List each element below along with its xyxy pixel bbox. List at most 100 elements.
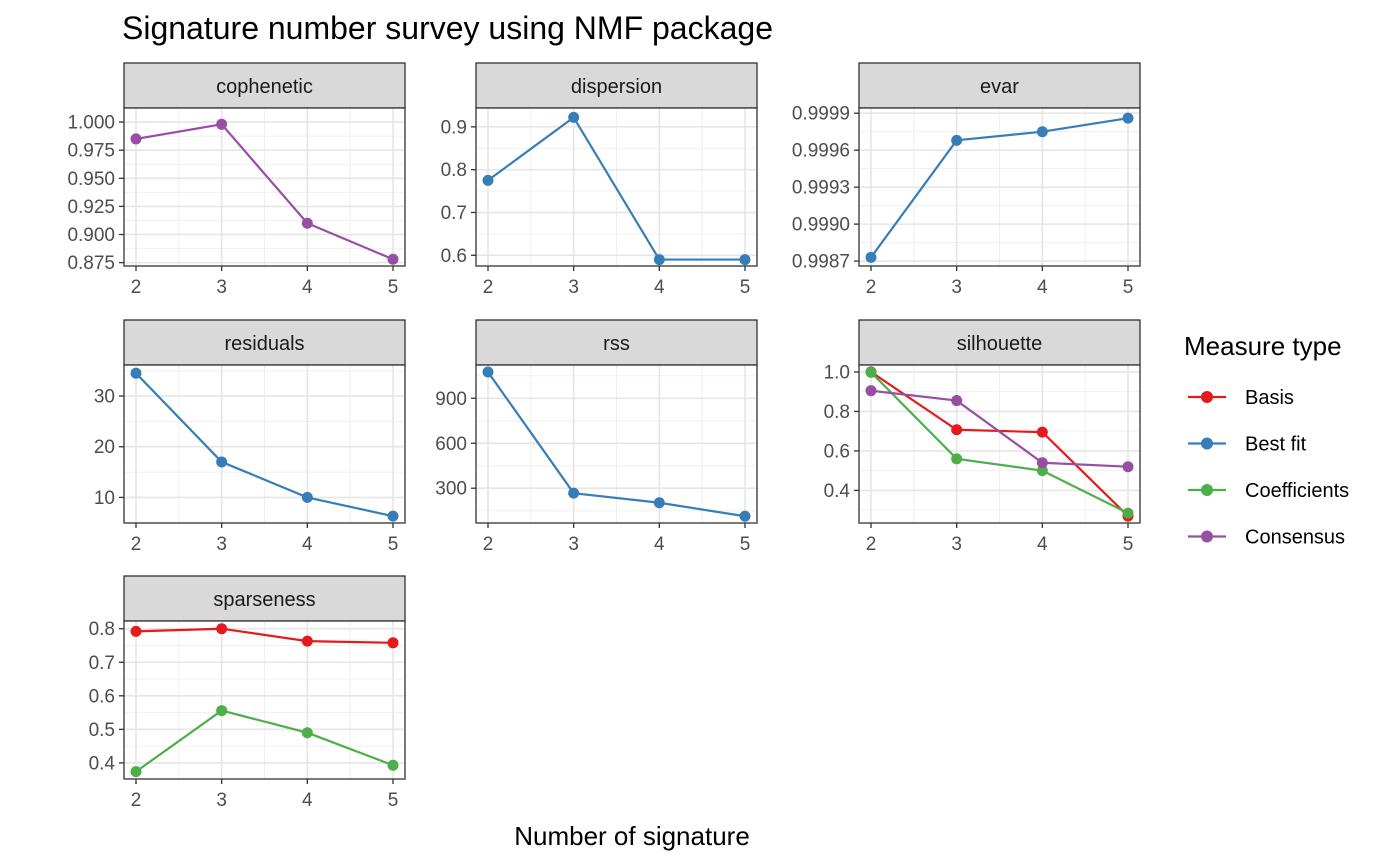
strip-background: [858, 319, 1141, 366]
series-line-best-fit: [870, 117, 1129, 259]
y-tick-label: 0.7: [441, 203, 467, 224]
data-point: [653, 254, 665, 266]
legend-key-point: [1201, 437, 1213, 450]
x-tick-label: 5: [1123, 277, 1134, 298]
data-point: [951, 453, 963, 465]
strip-background: [858, 62, 1141, 109]
legend-label: Coefficients: [1245, 480, 1349, 502]
y-tick-label: 0.7: [89, 653, 115, 674]
x-tick-label: 4: [302, 534, 313, 555]
data-point: [301, 491, 313, 503]
x-tick-label: 3: [216, 790, 227, 811]
panel-border: [475, 107, 758, 267]
x-tick-label: 5: [1123, 534, 1134, 555]
x-tick-label: 2: [131, 534, 142, 555]
data-point: [387, 759, 399, 771]
panel-evar: evar 0.9999 0.9996 0.9993 0.9990 0.9987 2 3 4 5: [792, 62, 1141, 298]
series-line-best-fit: [487, 371, 746, 518]
data-point: [653, 497, 665, 509]
x-tick-label: 3: [568, 534, 579, 555]
legend-items: Basis Best fit Coefficients Consensus: [1188, 387, 1349, 549]
panel-border: [858, 364, 1141, 524]
data-point: [216, 456, 228, 468]
panel-cophenetic: cophenetic 1.000 0.975 0.950 0.925 0.900 0.875…: [67, 62, 406, 298]
data-point: [1036, 126, 1048, 138]
x-tick-label: 2: [483, 534, 494, 555]
data-point: [1036, 465, 1048, 477]
x-tick-label: 3: [216, 277, 227, 298]
data-point: [482, 366, 494, 378]
data-point: [865, 366, 877, 378]
data-point: [951, 395, 963, 407]
y-tick-label: 0.9990: [792, 215, 850, 236]
panel-border: [123, 364, 406, 524]
strip-label: silhouette: [957, 333, 1043, 355]
y-tick-label: 0.9987: [792, 252, 850, 273]
y-tick-label: 0.4: [89, 753, 116, 774]
y-tick-label: 0.8: [824, 402, 850, 423]
x-tick-label: 3: [568, 277, 579, 298]
y-tick-label: 0.875: [67, 253, 115, 274]
x-tick-label: 2: [866, 277, 877, 298]
strip-label: residuals: [224, 333, 304, 355]
strip-label: sparseness: [213, 589, 315, 611]
data-point: [1122, 507, 1134, 519]
legend-key-point: [1201, 391, 1213, 403]
series-line-coefficients: [135, 709, 394, 773]
data-point: [951, 134, 963, 146]
y-tick-label: 1.000: [67, 113, 115, 134]
y-tick-label: 600: [435, 434, 467, 455]
legend-title: Measure type: [1184, 331, 1342, 361]
y-tick-label: 0.8: [441, 160, 467, 181]
strip-background: [123, 319, 406, 366]
data-point: [1036, 457, 1048, 469]
x-tick-label: 2: [131, 277, 142, 298]
x-tick-label: 4: [302, 277, 313, 298]
y-tick-label: 10: [94, 488, 115, 509]
data-point: [130, 367, 142, 379]
x-tick-label: 4: [1037, 277, 1048, 298]
y-tick-label: 0.9996: [792, 141, 850, 162]
y-tick-label: 0.950: [67, 169, 115, 190]
strip-label: dispersion: [571, 76, 662, 98]
y-tick-label: 0.9993: [792, 178, 850, 199]
x-tick-label: 5: [388, 277, 399, 298]
y-tick-label: 20: [94, 437, 115, 458]
series-line-consensus: [135, 123, 394, 261]
data-point: [301, 727, 313, 739]
data-point: [216, 705, 228, 717]
series-line-best-fit: [487, 115, 745, 261]
data-point: [951, 424, 963, 436]
strip-background: [475, 62, 758, 109]
panel-dispersion: dispersion 0.9 0.8 0.7 0.6 2 3 4 5: [441, 62, 758, 298]
strip-background: [123, 62, 406, 109]
data-point: [216, 623, 228, 635]
panel-sparseness: sparseness 0.8 0.7 0.6 0.5 0.4 2 3 4 5: [89, 575, 406, 811]
y-tick-label: 900: [435, 389, 467, 410]
data-point: [301, 217, 313, 229]
data-point: [387, 253, 399, 265]
panel-silhouette: silhouette 1.0 0.8 0.6 0.4 2 3 4 5: [824, 319, 1141, 555]
y-tick-label: 0.6: [824, 441, 850, 462]
x-tick-label: 5: [740, 534, 751, 555]
x-tick-label: 5: [388, 534, 399, 555]
y-tick-label: 0.6: [89, 686, 115, 707]
y-tick-label: 0.925: [67, 197, 115, 218]
x-tick-label: 3: [951, 534, 962, 555]
legend-item-best-fit: Best fit: [1188, 434, 1307, 456]
data-point: [1036, 426, 1048, 438]
legend-key-point: [1201, 530, 1213, 543]
y-tick-label: 0.4: [824, 481, 851, 502]
strip-label: rss: [603, 333, 630, 355]
data-point: [568, 487, 580, 499]
data-point: [865, 385, 877, 397]
data-point: [301, 635, 313, 647]
data-point: [568, 111, 580, 123]
x-axis-title: Number of signature: [514, 821, 750, 851]
y-tick-label: 0.8: [89, 619, 115, 640]
x-tick-label: 3: [216, 534, 227, 555]
chart-title: Signature number survey using NMF packag…: [122, 10, 773, 46]
legend-item-basis: Basis: [1188, 387, 1294, 409]
panel-border: [475, 364, 758, 524]
